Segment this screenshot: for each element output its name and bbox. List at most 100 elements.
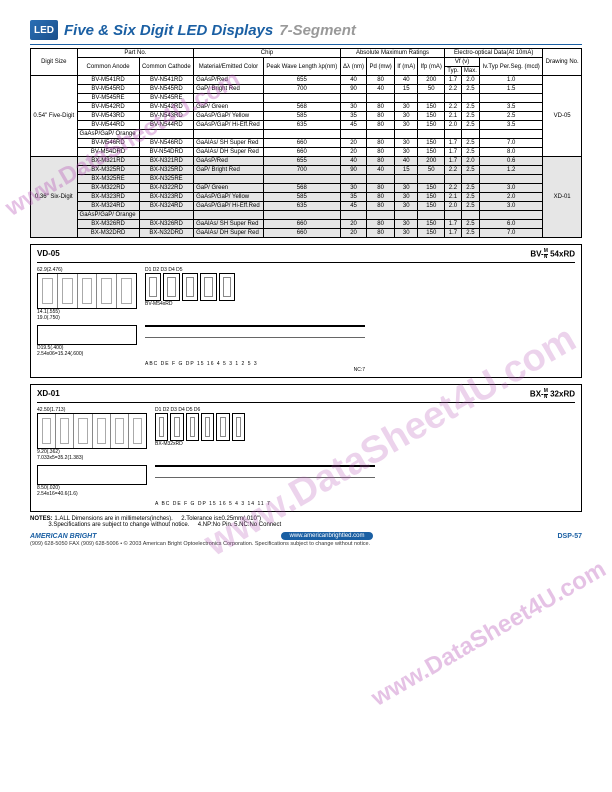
- cell: 2.0: [445, 121, 462, 130]
- cell: 2.5: [461, 112, 479, 121]
- cell: GaP/ Green: [194, 103, 264, 112]
- cell: 20: [340, 220, 366, 229]
- cell: BV-N545RE: [139, 94, 194, 103]
- cell: 568: [263, 103, 340, 112]
- cell: GaAsP/GaP/ Hi-Eff.Red: [194, 121, 264, 130]
- table-row: BV-M542RDBV-N542RDGaP/ Green568308030150…: [31, 103, 582, 112]
- th-drawing: Drawing No.: [543, 49, 582, 76]
- cell: 30: [395, 112, 418, 121]
- cell: 585: [263, 112, 340, 121]
- cell: 80: [367, 148, 395, 157]
- cell: GaAsP/GaP/ Yellow: [194, 112, 264, 121]
- cell: GaAsP/GaP/ Orange: [77, 130, 139, 139]
- diagram-vd05: VD-05 BV-MN 54xRD 62.9(2.476) 14.1(.555)…: [30, 244, 582, 378]
- th-peak-wave: Peak Wave Length λp(nm): [263, 58, 340, 76]
- cell: 150: [418, 220, 445, 229]
- diag1-pinout: ABC DE F G DP 15 16 4 5 3 1 2 5 3 NC:7: [145, 325, 365, 373]
- diag2-pinside: 8.50(.020) 2.54x16=40.6(1.6): [37, 465, 147, 497]
- cell: [367, 211, 395, 220]
- cell: 150: [418, 202, 445, 211]
- cell: [263, 175, 340, 184]
- spec-table: Digit Size Part No. Chip Absolute Maximu…: [30, 48, 582, 238]
- cell: GaAsP/Red: [194, 157, 264, 166]
- cell: 200: [418, 76, 445, 85]
- cell: 150: [418, 193, 445, 202]
- footer-page: DSP-57: [557, 533, 582, 540]
- cell: [263, 94, 340, 103]
- cell: 660: [263, 139, 340, 148]
- cell: [445, 94, 462, 103]
- cell: [194, 211, 264, 220]
- cell: 80: [367, 202, 395, 211]
- cell: [139, 211, 194, 220]
- diag1-package: 62.9(2.476) 14.1(.555) 19.0(.750): [37, 267, 137, 321]
- cell: 700: [263, 85, 340, 94]
- cell: 30: [395, 184, 418, 193]
- diag1-segments: D1 D2 D3 D4 D5 BV-M54xRD: [145, 267, 235, 307]
- th-vf: Vf (v): [445, 58, 480, 67]
- table-row: BX-M32DRDBX-N32DRDGaAlAs/ DH Super Red66…: [31, 229, 582, 238]
- cell: 50: [418, 85, 445, 94]
- footer-line2: (909) 628-5050 FAX (909) 628-5006 • © 20…: [30, 541, 582, 547]
- cell: 1.5: [480, 85, 543, 94]
- cell: BV-N54DRD: [139, 148, 194, 157]
- cell-digit-size: 0.36" Six-Digit: [31, 157, 78, 238]
- th-iv: Iv.Typ Per.Seg. (mcd): [480, 58, 543, 76]
- table-row: BX-M325REBX-N325RE: [31, 175, 582, 184]
- cell: BX-M326RD: [77, 220, 139, 229]
- cell: [480, 211, 543, 220]
- th-digit-size: Digit Size: [31, 49, 78, 76]
- cell: 2.5: [461, 220, 479, 229]
- cell: BX-N326RD: [139, 220, 194, 229]
- cell: 2.5: [461, 184, 479, 193]
- table-row: BX-M323RDBX-N323RDGaAsP/GaP/ Yellow58535…: [31, 193, 582, 202]
- cell-drawing: VD-05: [543, 76, 582, 157]
- cell: [194, 175, 264, 184]
- cell: 50: [418, 166, 445, 175]
- th-dlambda: Δλ (nm): [340, 58, 366, 76]
- cell: BX-N323RD: [139, 193, 194, 202]
- cell: [194, 130, 264, 139]
- diag1-right-suffix: 54xRD: [548, 250, 575, 259]
- cell-drawing: XD-01: [543, 157, 582, 238]
- cell: 635: [263, 121, 340, 130]
- cell: 35: [340, 193, 366, 202]
- cell: 2.5: [461, 121, 479, 130]
- cell: 80: [367, 112, 395, 121]
- cell: BX-N325RD: [139, 166, 194, 175]
- cell: BX-N322RD: [139, 184, 194, 193]
- cell: [418, 211, 445, 220]
- cell: BX-M325RD: [77, 166, 139, 175]
- th-if: If (mA): [395, 58, 418, 76]
- diag2-part-label: BX-M32xRD: [155, 441, 245, 447]
- cell: 80: [367, 76, 395, 85]
- cell: 40: [395, 157, 418, 166]
- cell: 45: [340, 121, 366, 130]
- cell: 80: [367, 220, 395, 229]
- cell: BV-M546RD: [77, 139, 139, 148]
- cell: 1.2: [480, 166, 543, 175]
- cell-digit-size: 0.54" Five-Digit: [31, 76, 78, 157]
- cell: 2.1: [445, 112, 462, 121]
- footer: AMERICAN BRIGHT www.americanbrightled.co…: [30, 532, 582, 540]
- cell: 2.0: [480, 193, 543, 202]
- cell: 30: [395, 103, 418, 112]
- cell: 80: [367, 193, 395, 202]
- diag1-part-label: BV-M54xRD: [145, 301, 235, 307]
- cell: 3.0: [480, 184, 543, 193]
- cell: BX-M325RE: [77, 175, 139, 184]
- cell: BV-M544RD: [77, 121, 139, 130]
- footer-url: www.americanbrightled.com: [281, 532, 372, 540]
- notes: NOTES: 1.ALL Dimensions are in millimete…: [30, 516, 582, 528]
- diag1-left: VD-05: [37, 249, 60, 260]
- cell: 585: [263, 193, 340, 202]
- cell: 30: [395, 139, 418, 148]
- cell: 30: [395, 229, 418, 238]
- cell: 30: [395, 121, 418, 130]
- header-rule: [30, 44, 582, 45]
- footer-company: AMERICAN BRIGHT: [30, 533, 97, 540]
- cell: 2.5: [461, 103, 479, 112]
- cell: [445, 211, 462, 220]
- th-max: Max.: [461, 67, 479, 76]
- cell: BX-M324RD: [77, 202, 139, 211]
